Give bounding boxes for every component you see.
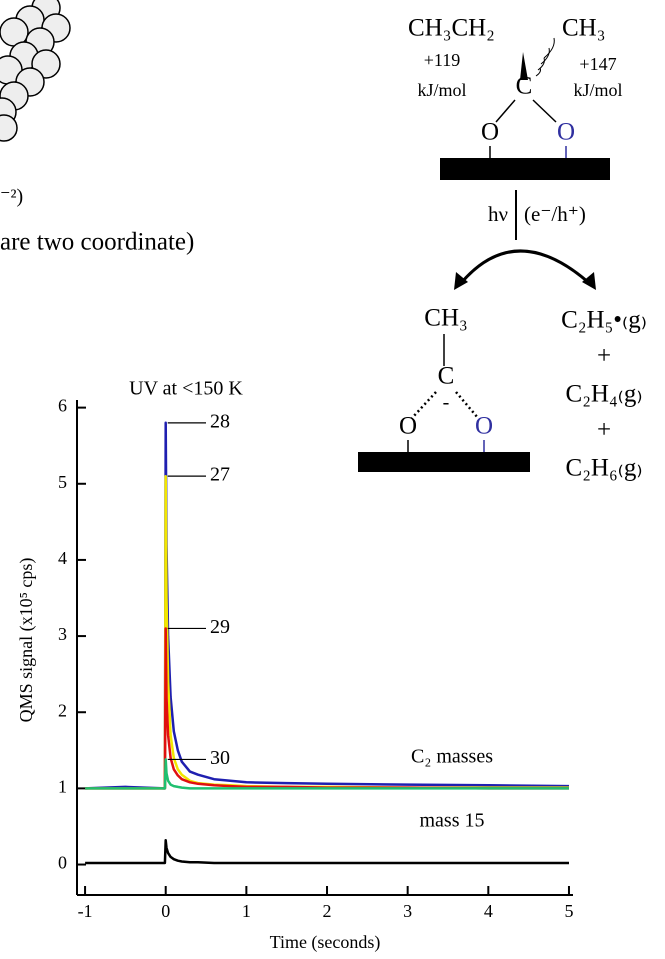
y-axis-label: QMS signal (x10⁵ cps) [16,558,37,723]
chart-annotation: C₂ masses [411,746,493,768]
bond [495,99,516,123]
x-tick-label: 3 [403,901,412,921]
charge-label: - [443,392,450,414]
x-tick-label: 2 [323,901,332,921]
energy-unit: kJ/mol [417,80,466,100]
surface-bar [440,158,610,180]
x-tick-label: -1 [78,901,93,921]
x-tick-label: 5 [564,901,573,921]
delocalized-bond [455,391,479,419]
chem-label: O [557,119,575,146]
chem-label: CH₃ [424,305,467,332]
series-label: mass 15 [420,810,485,832]
y-tick-label: 2 [58,700,67,720]
chem-label: C [516,73,533,100]
energy-unit: kJ/mol [573,80,622,100]
delocalized-bond [411,391,437,419]
x-tick-label: 0 [161,901,170,921]
product-label: C₂H₄₍g₎ [566,381,643,408]
y-tick-label: 5 [58,472,67,492]
partial-exponent: ⁻²) [0,186,23,208]
hash-bond [535,37,555,77]
series-line [85,758,569,790]
mechanism: CH₃CH₂ CH₃ +119 kJ/mol +147 kJ/mol C O O… [358,15,647,482]
plus-label: + [597,343,611,370]
series-label: 28 [210,410,230,432]
split-arrow [460,249,589,284]
chem-label: C [438,363,455,390]
x-tick-label: 1 [242,901,251,921]
chem-label: O [481,119,499,146]
series-label: 27 [210,464,230,486]
chem-label: CH₃CH₂ [408,15,495,42]
chem-label: O [475,413,493,440]
wedge-bond [520,52,528,80]
series-label: 29 [210,616,230,638]
y-tick-label: 6 [58,396,67,416]
arrow-head [454,272,468,290]
chart: UV at <150 K C₂ masses Time (seconds) QM… [16,378,573,954]
chart-annotation: UV at <150 K [129,378,243,400]
plus-label: + [597,417,611,444]
photon-label: hν [488,202,508,226]
series-line [85,838,569,865]
energy-label: +147 [579,54,616,74]
x-axis-label: Time (seconds) [270,932,381,953]
energy-label: +119 [424,50,460,70]
arrow-head [582,272,596,290]
product-label: C₂H₆₍g₎ [566,455,643,482]
x-tick-label: 4 [484,901,493,921]
bond [532,99,557,123]
series-line [85,474,569,790]
series-line [85,421,570,790]
product-label: C₂H₅•₍g₎ [561,307,647,334]
y-tick-label: 3 [58,624,67,644]
y-tick-label: 0 [58,853,67,873]
y-tick-label: 4 [58,548,67,568]
carrier-label: (e⁻/h⁺) [524,202,586,226]
partial-text: are two coordinate) [0,229,194,256]
chem-label: O [399,413,417,440]
series-line [85,627,569,790]
series-label: 30 [210,747,230,769]
y-tick-label: 1 [58,777,67,797]
surface-bar [358,452,530,472]
chem-label: CH₃ [562,15,605,42]
surface-spheres [0,0,71,142]
